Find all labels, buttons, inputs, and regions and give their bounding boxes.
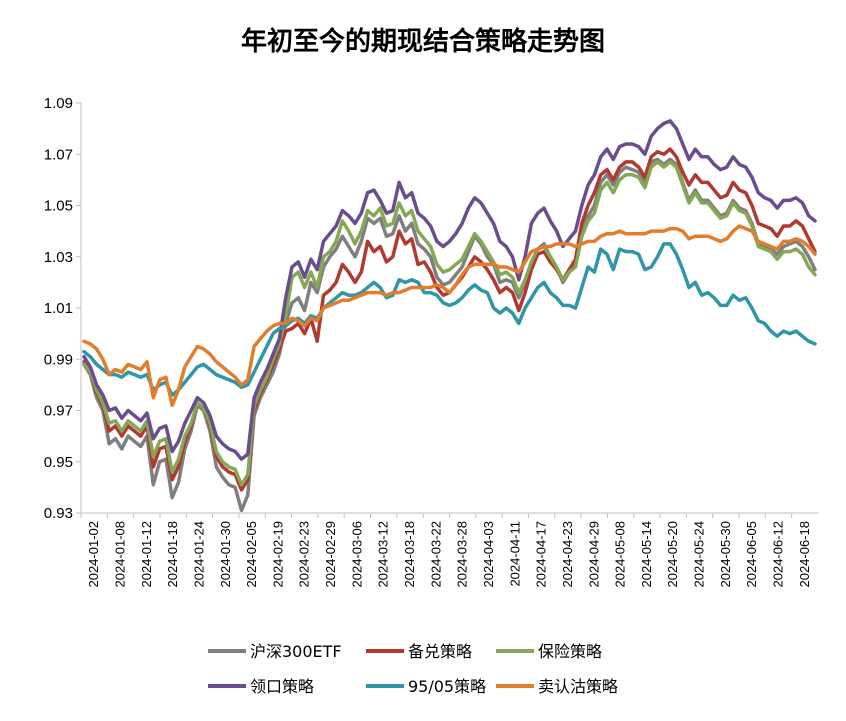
x-tick-label: 2024-04-23 bbox=[560, 521, 575, 588]
legend-label-3: 领口策略 bbox=[250, 677, 314, 696]
y-tick-label: 1.05 bbox=[44, 198, 73, 215]
x-tick-label: 2024-05-24 bbox=[692, 521, 707, 588]
y-tick-label: 1.07 bbox=[44, 146, 73, 163]
x-tick-label: 2024-06-18 bbox=[797, 521, 812, 588]
x-axis-ticks: 2024-01-02 2024-01-08 2024-01-12 2024-01-18… bbox=[80, 513, 812, 588]
x-tick-label: 2024-05-14 bbox=[639, 521, 654, 588]
x-tick-label: 2024-04-03 bbox=[481, 521, 496, 588]
series-line-4 bbox=[82, 242, 817, 397]
x-tick-label: 2024-03-18 bbox=[402, 521, 417, 588]
legend-label-0: 沪深300ETF bbox=[250, 642, 342, 661]
x-tick-label: 2024-01-24 bbox=[191, 521, 206, 588]
x-tick-label: 2024-04-29 bbox=[586, 521, 601, 588]
y-tick-label: 1.03 bbox=[44, 249, 73, 266]
x-tick-label: 2024-05-08 bbox=[613, 521, 628, 588]
legend-label-5: 卖认沽策略 bbox=[538, 677, 618, 696]
x-tick-label: 2024-05-20 bbox=[665, 521, 680, 588]
y-tick-label: 0.99 bbox=[44, 351, 73, 368]
y-tick-label: 1.01 bbox=[44, 300, 73, 317]
y-tick-label: 0.93 bbox=[44, 505, 73, 522]
x-tick-label: 2024-03-28 bbox=[455, 521, 470, 588]
x-tick-label: 2024-01-30 bbox=[218, 521, 233, 588]
series-line-3 bbox=[82, 119, 817, 461]
x-tick-label: 2024-02-05 bbox=[244, 521, 259, 588]
x-tick-label: 2024-03-06 bbox=[349, 521, 364, 588]
x-tick-label: 2024-03-22 bbox=[428, 521, 443, 588]
y-axis-ticks: 0.93 0.95 0.97 0.99 1.01 1.03 1.05 1.07 1.09 bbox=[44, 95, 81, 522]
x-tick-label: 2024-06-05 bbox=[744, 521, 759, 588]
y-tick-label: 0.95 bbox=[44, 454, 73, 471]
legend-label-4: 95/05策略 bbox=[408, 677, 486, 696]
y-tick-label: 0.97 bbox=[44, 403, 73, 420]
x-tick-label: 2024-01-12 bbox=[139, 521, 154, 588]
y-tick-label: 1.09 bbox=[44, 95, 73, 112]
x-tick-label: 2024-01-08 bbox=[112, 521, 127, 588]
x-tick-label: 2024-04-11 bbox=[507, 521, 522, 587]
series-line-0 bbox=[82, 157, 817, 513]
x-tick-label: 2024-01-18 bbox=[165, 521, 180, 588]
series-lines bbox=[82, 119, 817, 513]
x-tick-label: 2024-05-30 bbox=[718, 521, 733, 588]
legend-label-1: 备兑策略 bbox=[408, 642, 472, 661]
x-tick-label: 2024-03-12 bbox=[376, 521, 391, 588]
x-tick-label: 2024-02-29 bbox=[323, 521, 338, 588]
legend-label-2: 保险策略 bbox=[538, 642, 602, 661]
x-tick-label: 2024-02-23 bbox=[297, 521, 312, 588]
chart-title: 年初至今的期现结合策略走势图 bbox=[241, 26, 605, 57]
series-line-2 bbox=[82, 160, 817, 487]
series-line-5 bbox=[82, 224, 817, 408]
x-tick-label: 2024-06-12 bbox=[771, 521, 786, 588]
x-tick-label: 2024-01-02 bbox=[86, 521, 101, 588]
x-tick-label: 2024-02-19 bbox=[270, 521, 285, 588]
x-tick-label: 2024-04-17 bbox=[534, 521, 549, 588]
